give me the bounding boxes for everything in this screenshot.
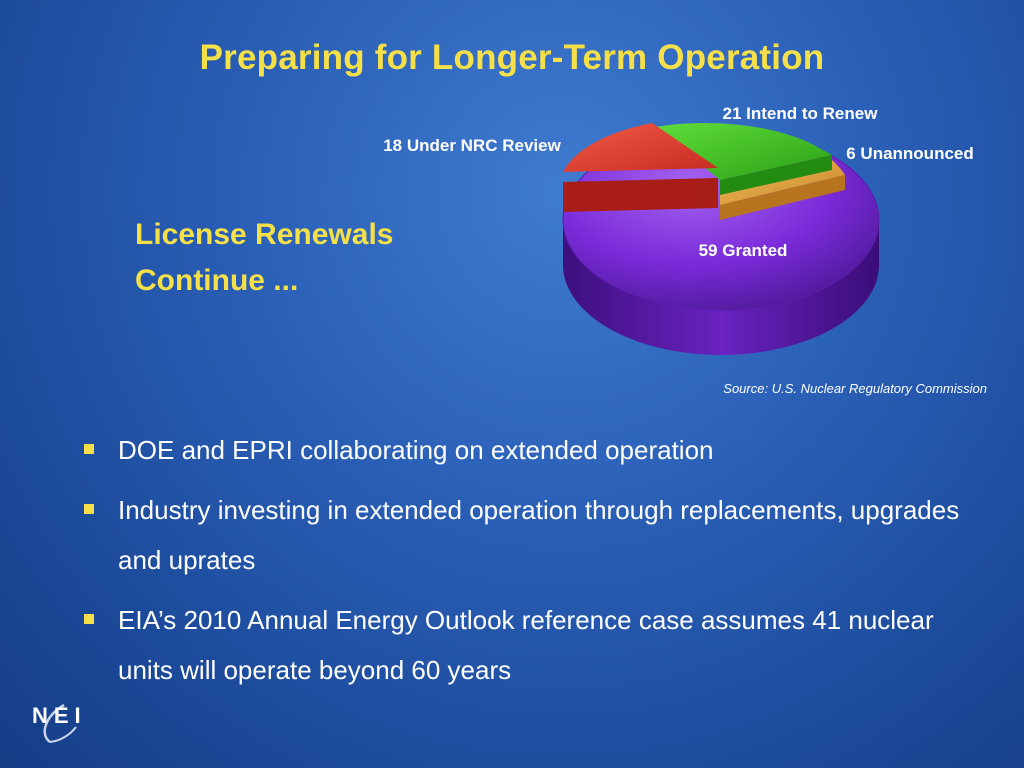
license-renewal-pie-chart: 59 Granted 18 Under NRC Review 21 Intend… (383, 104, 974, 355)
pie-label-granted: 59 Granted (699, 241, 788, 260)
bullet-square-icon (84, 444, 94, 454)
bullet-square-icon (84, 504, 94, 514)
logo-swoosh-icon (43, 703, 65, 744)
bullet-item: DOE and EPRI collaborating on extended o… (82, 425, 982, 475)
bullet-list: DOE and EPRI collaborating on extended o… (82, 425, 982, 705)
pie-label-unannounced: 6 Unannounced (846, 144, 974, 163)
bullet-text: DOE and EPRI collaborating on extended o… (118, 435, 714, 465)
pie-slice-side-under-review (563, 178, 718, 212)
source-note: Source: U.S. Nuclear Regulatory Commissi… (723, 381, 987, 396)
bullet-item: EIA’s 2010 Annual Energy Outlook referen… (82, 595, 982, 695)
pie-slice-intend-to-renew (655, 122, 832, 180)
pie-slice-side-unannounced (720, 175, 845, 220)
subtitle-line-2: Continue ... (135, 264, 299, 297)
logo-swoosh-tail-icon (49, 726, 77, 743)
pie-slice-under-review (563, 123, 718, 172)
pie-label-under-review: 18 Under NRC Review (383, 136, 561, 155)
subtitle-line-1: License Renewals (135, 218, 394, 251)
nei-logo: NEI (32, 703, 87, 744)
logo-text: NEI (32, 703, 87, 728)
pie-label-intend-to-renew: 21 Intend to Renew (723, 104, 879, 123)
slide-title: Preparing for Longer-Term Operation (199, 38, 825, 77)
bullet-text: Industry investing in extended operation… (118, 495, 960, 575)
pie-slice-side-granted (563, 220, 879, 355)
bullet-item: Industry investing in extended operation… (82, 485, 982, 585)
slide-subtitle: License Renewals Continue ... (135, 212, 455, 304)
pie-slice-side-intend-to-renew (720, 155, 832, 195)
bullet-text: EIA’s 2010 Annual Energy Outlook referen… (118, 605, 934, 685)
bullet-square-icon (84, 614, 94, 624)
